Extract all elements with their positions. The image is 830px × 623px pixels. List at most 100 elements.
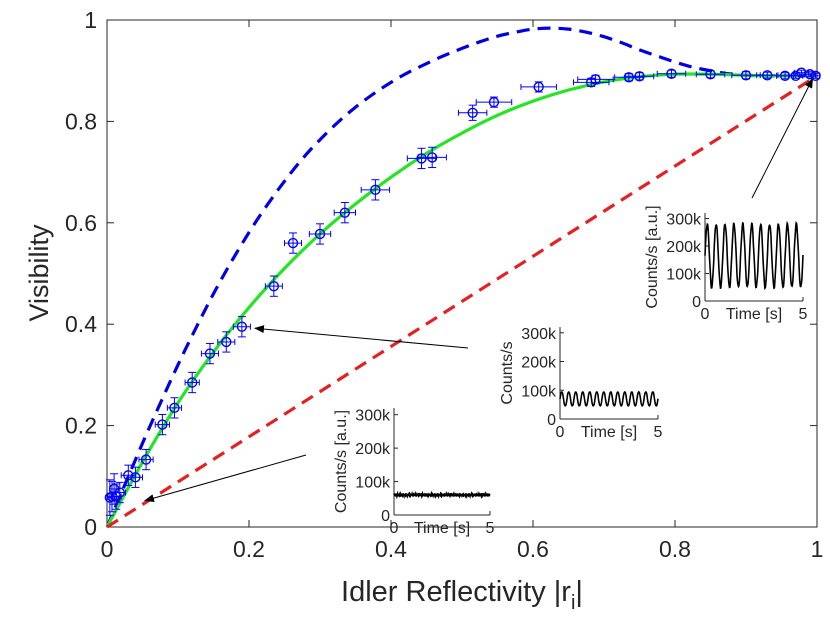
inset-y-tick-label: 0 <box>547 412 556 429</box>
data-point <box>624 71 655 82</box>
inset-trace <box>559 390 659 407</box>
data-point <box>656 68 687 79</box>
y-axis: 0 0.2 0.4 0.6 0.8 1 <box>65 7 817 540</box>
annotation-arrow <box>751 77 814 199</box>
data-marker <box>114 487 125 498</box>
inset-x-tick-label: 0 <box>390 520 399 537</box>
data-marker <box>130 472 141 483</box>
inset-y-tick-label: 100k <box>355 475 391 492</box>
data-point <box>217 331 236 353</box>
data-marker <box>790 70 801 81</box>
x-tick-label: 0.8 <box>659 536 691 562</box>
data-marker <box>169 402 180 414</box>
y-tick-label: 0 <box>84 514 97 540</box>
data-marker <box>370 184 381 196</box>
data-point <box>756 70 779 81</box>
data-point <box>127 466 143 488</box>
plot-frame <box>106 19 818 528</box>
series-line-linear-dashed <box>106 74 818 529</box>
inset-y-tick-label: 100k <box>666 267 702 284</box>
data-point <box>406 147 437 170</box>
insets: 0 100k 200k 300k 0 5 Time [s] Counts/s [a.u.] 0 1… <box>333 205 808 537</box>
inset-y-label: Counts/s [a.u.] <box>333 410 350 513</box>
inset-y-tick-label: 0 <box>692 294 701 311</box>
x-axis: 0 0.2 0.4 0.6 0.8 1 <box>101 20 824 562</box>
x-tick-label: 0.4 <box>375 536 407 562</box>
inset-x-tick-label: 5 <box>486 520 495 537</box>
data-marker <box>762 70 773 81</box>
data-marker <box>236 321 248 332</box>
x-axis-label-text: Idler Reflectivity |r <box>341 576 571 608</box>
inset-y-tick-label: 200k <box>666 239 702 256</box>
inset-y-label: Counts/s [a.u.] <box>644 205 661 308</box>
inset-x-tick-label: 0 <box>556 424 565 441</box>
data-point <box>520 81 557 93</box>
data-point <box>113 481 126 504</box>
data-marker <box>221 336 232 348</box>
data-point <box>360 179 391 201</box>
inset-high: 0 100k 200k 300k 0 5 Time [s] Counts/s [a.u.] <box>644 205 808 323</box>
data-marker <box>314 228 326 240</box>
x-tick-label: 1 <box>811 536 824 562</box>
data-marker <box>590 74 601 85</box>
data-marker <box>623 72 635 83</box>
data-marker <box>488 96 500 108</box>
data-marker <box>268 280 280 292</box>
inset-y-tick-label: 200k <box>355 441 391 458</box>
data-point <box>138 448 154 471</box>
annotation-arrow <box>143 454 307 503</box>
data-point <box>788 70 804 81</box>
data-marker <box>705 69 716 80</box>
main-plot: 0 0.2 0.4 0.6 0.8 1 0 0.2 0.4 0.6 0.8 1 Visibility… <box>24 7 823 614</box>
series-line-theory-dashed <box>105 26 817 528</box>
data-marker <box>426 152 438 163</box>
data-point <box>284 232 303 254</box>
x-axis-label: Idler Reflectivity |ri| <box>341 576 583 614</box>
y-tick-label: 0.8 <box>65 108 97 134</box>
inset-y-tick-label: 0 <box>381 508 390 525</box>
data-marker <box>467 107 478 118</box>
data-point <box>264 275 283 297</box>
data-point <box>577 74 614 85</box>
x-axis-label-subscript: i <box>571 592 575 614</box>
data-marker <box>740 70 752 81</box>
inset-y-tick-label: 300k <box>521 326 557 343</box>
data-marker <box>666 68 677 79</box>
inset-x-label: Time [s] <box>726 306 782 323</box>
data-marker <box>339 207 351 218</box>
data-point <box>184 371 200 394</box>
inset-x-label: Time [s] <box>581 424 637 441</box>
inset-x-tick-label: 5 <box>799 306 808 323</box>
data-point <box>417 146 447 169</box>
inset-y-tick-label: 300k <box>666 212 702 229</box>
data-marker <box>204 348 216 359</box>
data-point <box>308 223 332 245</box>
data-point <box>154 413 170 436</box>
data-point <box>457 104 488 121</box>
data-marker <box>810 70 821 81</box>
x-tick-label: 0.2 <box>233 536 265 562</box>
annotation-arrows <box>143 77 814 503</box>
annotation-arrow <box>254 325 469 349</box>
inset-y-tick-label: 100k <box>521 383 557 400</box>
inset-trace <box>393 490 491 500</box>
data-point <box>614 72 644 83</box>
inset-mid: 0 100k 200k 300k 0 5 Time [s] Counts/s <box>499 326 663 441</box>
x-axis-label-end: | <box>575 576 583 608</box>
data-marker <box>140 454 152 465</box>
data-marker <box>634 71 645 82</box>
data-marker <box>533 81 544 93</box>
inset-x-tick-label: 0 <box>701 306 710 323</box>
data-point <box>200 342 219 365</box>
data-marker <box>186 377 198 388</box>
inset-y-tick-label: 200k <box>521 355 557 372</box>
y-tick-label: 0.6 <box>65 210 97 236</box>
data-point <box>810 70 821 81</box>
inset-low: 0 100k 200k 300k 0 5 Time [s] Counts/s [a.u.] <box>333 408 495 537</box>
data-marker <box>416 153 427 164</box>
data-marker <box>287 237 299 249</box>
data-point <box>333 202 356 224</box>
inset-y-tick-label: 300k <box>355 408 391 425</box>
data-marker <box>157 419 168 430</box>
